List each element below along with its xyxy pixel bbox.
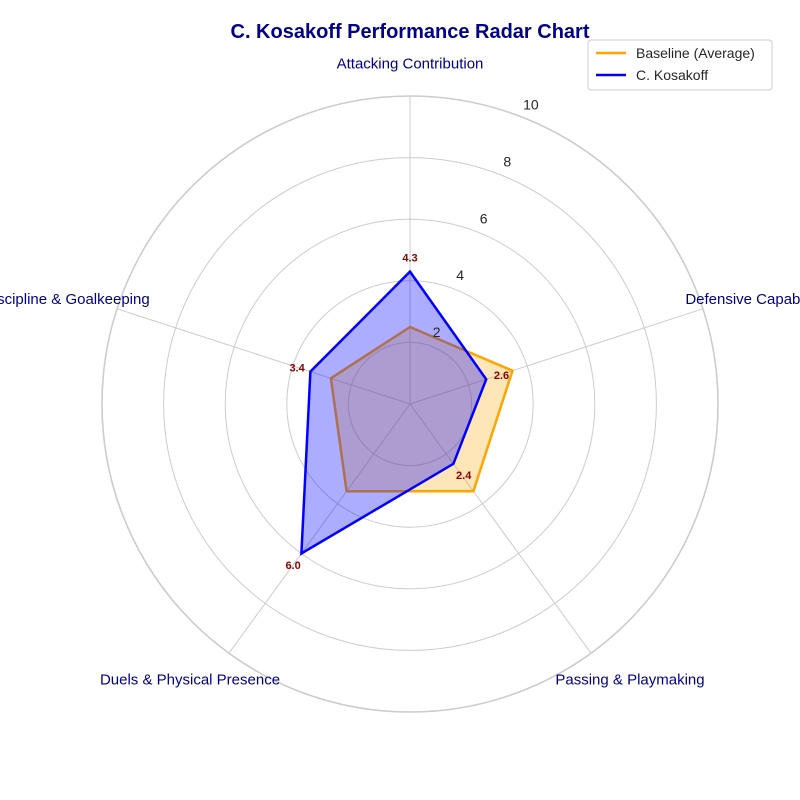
- category-label-1: Defensive Capability: [685, 291, 800, 308]
- r-tick-label-4: 4: [456, 267, 464, 283]
- series-layer: [300, 269, 515, 556]
- label-layer: 2 4 6 8 10 Attacking Contribution Defensive Ca…: [0, 56, 800, 689]
- legend: Baseline (Average) C. Kosakoff: [587, 39, 773, 91]
- spoke-1: [409, 308, 704, 405]
- spoke-3: [228, 403, 411, 654]
- legend-frame: [587, 39, 773, 91]
- series-line-1: [300, 269, 488, 556]
- legend-label-baseline: Baseline (Average): [636, 45, 755, 61]
- category-label-4: Discipline & Goalkeeping: [0, 291, 150, 308]
- r-tick-label-8: 8: [503, 153, 511, 169]
- value-label-0: 4.3: [402, 253, 417, 265]
- r-tick-label-10: 10: [523, 96, 539, 112]
- polar-grid: [101, 95, 719, 713]
- category-label-2: Passing & Playmaking: [555, 671, 704, 688]
- category-label-3: Duels & Physical Presence: [100, 671, 280, 688]
- r-tick-label-6: 6: [480, 210, 488, 226]
- series-fill-1: [301, 271, 487, 554]
- value-label-3: 6.0: [285, 560, 300, 572]
- series-fill-0: [330, 327, 513, 492]
- value-label-4: 3.4: [289, 362, 305, 374]
- category-label-0: Attacking Contribution: [337, 56, 484, 73]
- chart-title: C. Kosakoff Performance Radar Chart: [231, 21, 590, 43]
- spoke-4: [116, 308, 411, 405]
- series-line-0: [329, 325, 515, 493]
- spoke-2: [409, 403, 592, 654]
- value-label-2: 2.4: [456, 470, 472, 482]
- value-label-1: 2.6: [494, 370, 509, 382]
- r-tick-label-2: 2: [433, 324, 441, 340]
- legend-label-kosakoff: C. Kosakoff: [636, 67, 708, 83]
